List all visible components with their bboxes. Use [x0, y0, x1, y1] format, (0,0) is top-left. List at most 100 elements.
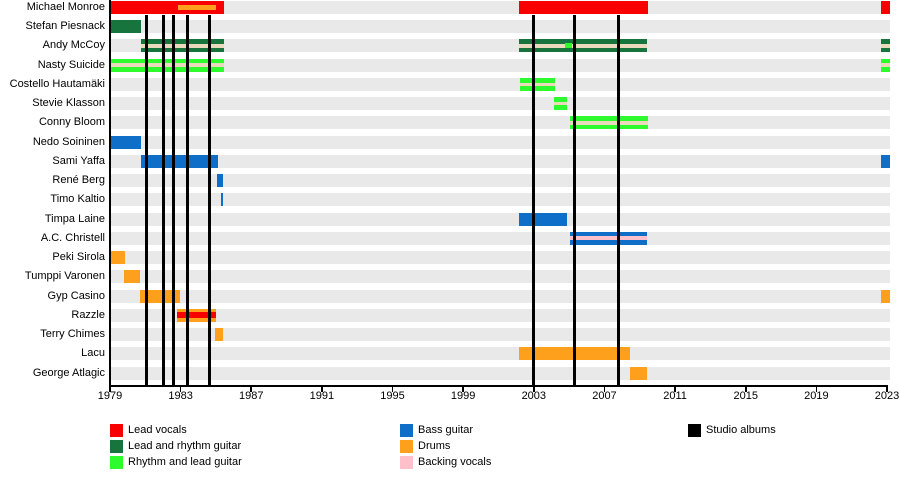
role-bar — [221, 193, 224, 207]
year-label: 2019 — [804, 390, 829, 402]
member-label: George Atlagic — [32, 366, 105, 379]
year-tick — [109, 386, 111, 392]
year-tick — [250, 386, 253, 392]
role-bar — [518, 212, 568, 226]
member-label: Lacu — [81, 347, 105, 360]
member-row — [110, 308, 890, 322]
member-row — [110, 366, 890, 380]
legend-swatch-darkgreen — [110, 439, 123, 453]
role-bar — [880, 289, 890, 303]
member-label: Andy McCoy — [42, 39, 105, 52]
member-label: René Berg — [52, 174, 105, 187]
member-row — [110, 0, 890, 14]
year-label: 1999 — [450, 390, 476, 402]
year-label: 1995 — [380, 390, 405, 402]
legend-swatch-pink — [400, 455, 413, 469]
member-row — [110, 174, 890, 188]
member-label: Peki Sirola — [52, 251, 105, 264]
member-row — [110, 251, 890, 265]
role-bar — [216, 174, 223, 188]
album-line — [162, 14, 166, 385]
role-bar — [110, 20, 141, 34]
year-label: 2023 — [874, 390, 900, 402]
year-label: 1991 — [309, 390, 335, 402]
role-bar — [140, 289, 180, 303]
member-label: Terry Chimes — [40, 328, 105, 341]
member-row — [110, 39, 890, 53]
member-row — [110, 20, 890, 34]
role-overlay-stripe — [880, 44, 890, 48]
album-line — [172, 14, 176, 385]
year-tick — [533, 386, 535, 392]
member-row — [110, 77, 890, 91]
role-overlay-stripe — [518, 44, 647, 48]
year-tick — [391, 386, 394, 392]
y-axis-line — [109, 0, 111, 387]
year-label: 2003 — [521, 390, 547, 402]
role-overlay-stripe — [554, 101, 568, 106]
member-row — [110, 212, 890, 226]
legend-label: Rhythm and lead guitar — [128, 455, 242, 468]
member-row — [110, 135, 890, 149]
member-row — [110, 289, 890, 303]
member-label: Gyp Casino — [47, 289, 105, 302]
member-label: Timpa Laine — [44, 212, 105, 225]
role-bar — [124, 270, 141, 284]
role-overlay-stripe — [880, 63, 890, 67]
year-tick — [674, 386, 676, 392]
year-label: 2007 — [592, 390, 617, 402]
legend-label: Lead and rhythm guitar — [128, 439, 242, 452]
role-bar — [110, 251, 125, 265]
role-bar — [215, 328, 223, 342]
year-tick — [886, 386, 888, 392]
year-tick — [603, 386, 606, 392]
role-overlay-stripe — [110, 63, 224, 67]
year-tick — [462, 386, 464, 392]
album-line — [186, 14, 190, 385]
member-row — [110, 270, 890, 284]
legend-swatch-red — [110, 424, 123, 437]
member-label: Nasty Suicide — [37, 58, 105, 71]
role-overlay-stripe — [570, 236, 647, 241]
member-row — [110, 193, 890, 207]
member-row — [110, 116, 890, 130]
role-overlay-stripe — [564, 43, 572, 49]
year-label: 1983 — [168, 390, 193, 402]
legend-label: Drums — [418, 439, 451, 452]
legend-swatch-brightgreen — [110, 455, 123, 469]
album-line — [532, 14, 536, 385]
member-label: Tumppi Varonen — [24, 270, 105, 283]
member-label: Conny Bloom — [38, 116, 105, 129]
album-line — [572, 14, 576, 385]
album-line — [208, 14, 212, 385]
legend-label: Backing vocals — [418, 455, 492, 468]
legend-swatch-orange — [400, 439, 413, 453]
role-overlay-stripe — [140, 44, 224, 48]
album-line — [144, 14, 148, 385]
member-label: Stevie Klasson — [32, 97, 105, 110]
member-label: A.C. Christell — [40, 231, 105, 244]
role-bar — [140, 154, 218, 168]
member-row — [110, 58, 890, 72]
legend-swatch-black — [688, 424, 701, 437]
role-bar — [110, 135, 141, 149]
role-bar — [110, 0, 224, 14]
year-label: 2015 — [733, 390, 758, 402]
member-label: Stefan Piesnack — [25, 20, 106, 33]
year-label: 1979 — [97, 390, 123, 402]
year-label: 2011 — [663, 390, 687, 402]
member-label: Sami Yaffa — [52, 154, 105, 167]
member-row — [110, 97, 890, 111]
member-row — [110, 347, 890, 361]
member-label: Nedo Soininen — [32, 135, 105, 148]
member-row — [110, 231, 890, 245]
member-row — [110, 328, 890, 342]
year-tick — [815, 386, 818, 392]
year-tick — [179, 386, 182, 392]
member-row — [110, 154, 890, 168]
role-bar — [880, 154, 890, 168]
member-label: Razzle — [71, 308, 105, 321]
year-tick — [744, 386, 747, 392]
legend-swatch-blue — [400, 424, 413, 437]
